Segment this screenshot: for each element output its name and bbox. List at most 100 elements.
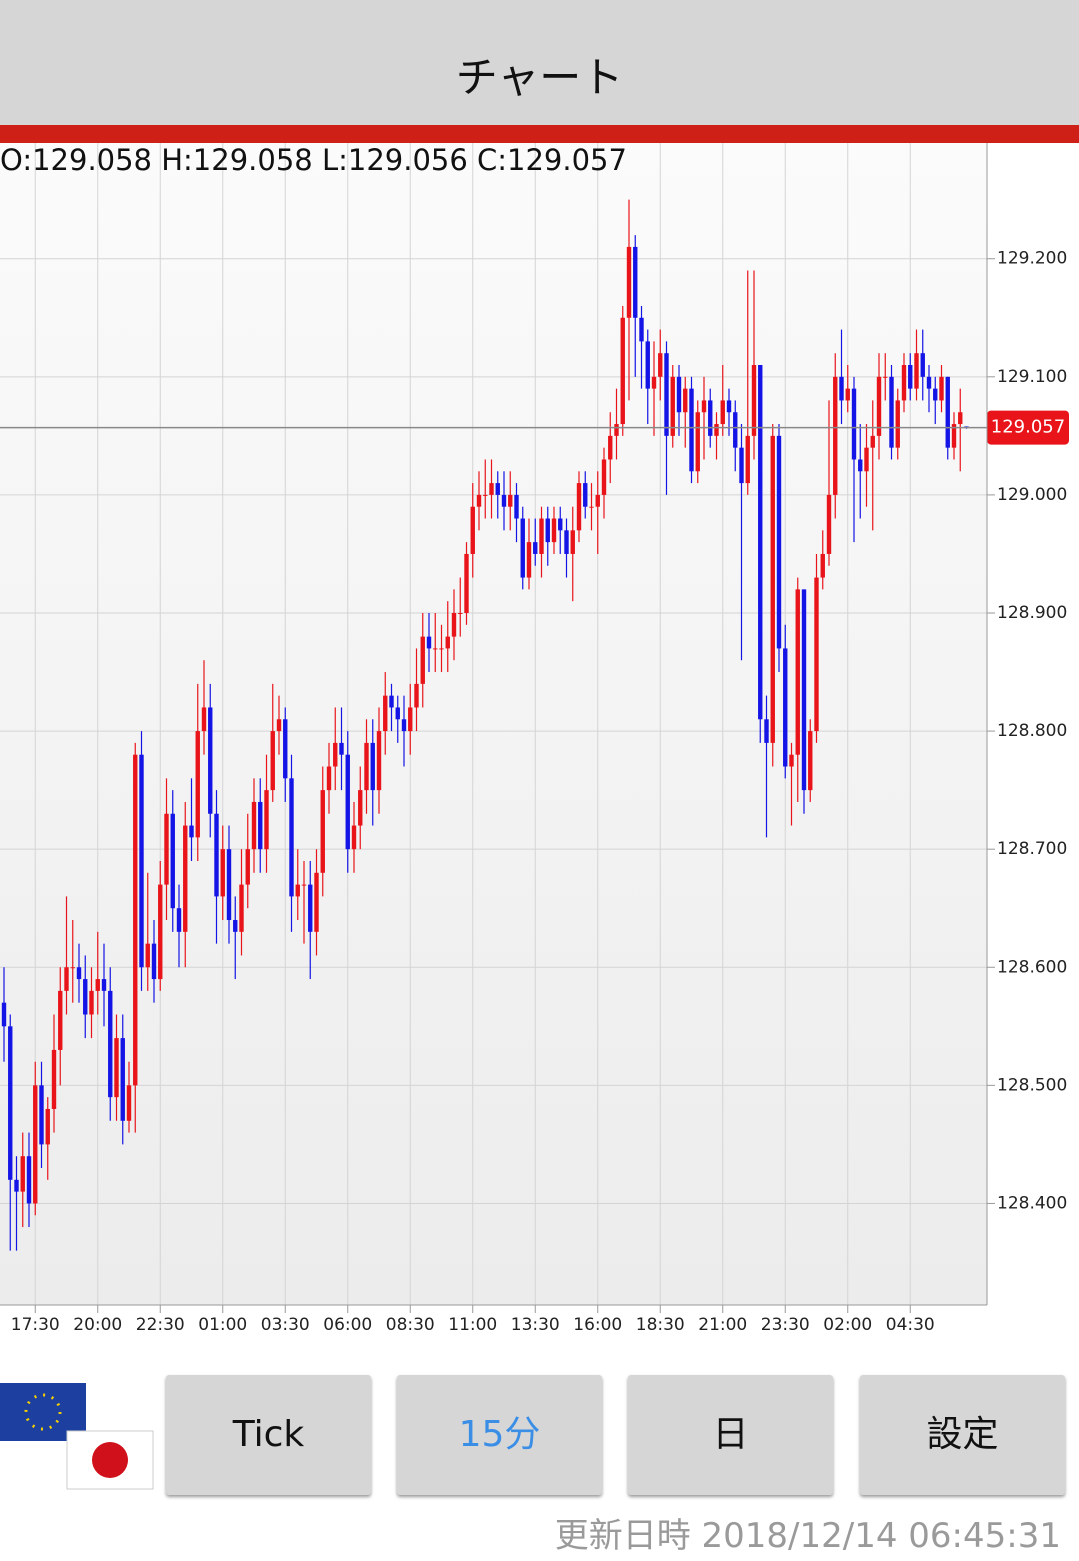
x-tick-label: 21:00 bbox=[698, 1315, 747, 1335]
candle-body bbox=[164, 813, 169, 885]
candle-body bbox=[226, 849, 232, 921]
candle-body bbox=[414, 683, 419, 708]
candle-body bbox=[464, 553, 469, 613]
tab-button[interactable]: 設定 bbox=[860, 1375, 1065, 1495]
candle-body bbox=[289, 778, 294, 897]
tab-button[interactable]: 日 bbox=[628, 1375, 833, 1495]
candle-body bbox=[20, 1156, 25, 1192]
candle-body bbox=[89, 990, 94, 1015]
y-tick-label: 128.900 bbox=[997, 603, 1067, 623]
candle-body bbox=[133, 754, 138, 1086]
last-price-box bbox=[987, 410, 1069, 445]
candle-body bbox=[14, 1179, 19, 1192]
plot-area bbox=[0, 143, 987, 1305]
candle-body bbox=[8, 1026, 13, 1180]
candle-body bbox=[658, 353, 663, 377]
candle-body bbox=[795, 589, 800, 755]
candle-body bbox=[801, 589, 807, 791]
candle-body bbox=[151, 943, 157, 980]
candle-body bbox=[483, 494, 488, 496]
candle-body bbox=[408, 707, 413, 732]
x-tick-label: 11:00 bbox=[448, 1315, 497, 1335]
y-tick-label: 128.400 bbox=[997, 1193, 1067, 1213]
candle-body bbox=[733, 412, 738, 448]
candle-body bbox=[395, 707, 400, 720]
candle-body bbox=[364, 742, 369, 791]
candle-body bbox=[820, 553, 825, 578]
candle-body bbox=[26, 1156, 32, 1204]
ohlc-text: O:129.058 H:129.058 L:129.056 C:129.057 bbox=[0, 143, 627, 177]
candle-body bbox=[520, 518, 525, 578]
candle-body bbox=[958, 412, 963, 425]
x-tick-label: 22:30 bbox=[136, 1315, 185, 1335]
candle-body bbox=[320, 790, 325, 873]
candle-body bbox=[251, 801, 257, 850]
candle-body bbox=[789, 754, 794, 767]
candle-body bbox=[476, 494, 482, 507]
candle-body bbox=[920, 353, 925, 377]
candle-body bbox=[339, 742, 344, 755]
candle-body bbox=[326, 766, 332, 791]
candle-body bbox=[758, 365, 763, 720]
candle-body bbox=[683, 388, 688, 413]
candle-body bbox=[39, 1085, 44, 1145]
tab-button[interactable]: Tick bbox=[166, 1375, 371, 1495]
candle-body bbox=[333, 742, 338, 767]
candle-body bbox=[426, 636, 432, 649]
candle-body bbox=[670, 376, 675, 436]
tab-button[interactable]: 15分 bbox=[397, 1375, 602, 1495]
candle-body bbox=[145, 943, 150, 968]
candle-body bbox=[126, 1085, 132, 1121]
candle-body bbox=[239, 884, 244, 932]
candle-body bbox=[264, 790, 269, 850]
candle-body bbox=[601, 459, 607, 495]
y-tick-label: 128.500 bbox=[997, 1075, 1067, 1095]
candle-body bbox=[58, 990, 63, 1050]
candle-body bbox=[626, 246, 632, 318]
candle-body bbox=[714, 424, 719, 436]
candle-body bbox=[564, 530, 569, 554]
candle-body bbox=[83, 979, 88, 1015]
x-tick-label: 08:30 bbox=[386, 1315, 435, 1335]
candle-body bbox=[945, 376, 950, 448]
candle-body bbox=[445, 636, 450, 649]
candle-body bbox=[420, 636, 425, 684]
candle-body bbox=[301, 884, 307, 886]
candle-body bbox=[451, 612, 457, 637]
x-tick-label: 06:00 bbox=[323, 1315, 372, 1335]
candle-body bbox=[389, 695, 394, 708]
candle-body bbox=[545, 518, 550, 543]
candle-body bbox=[689, 388, 694, 472]
x-tick-label: 02:00 bbox=[823, 1315, 872, 1335]
candle-body bbox=[558, 518, 563, 531]
y-tick-label: 128.700 bbox=[997, 839, 1067, 859]
candle-body bbox=[458, 612, 463, 614]
candle-body bbox=[158, 884, 163, 980]
jp-sun bbox=[92, 1442, 128, 1478]
candle-body bbox=[176, 908, 182, 932]
candle-body bbox=[33, 1085, 38, 1204]
candle-body bbox=[770, 435, 775, 743]
y-tick-label: 128.800 bbox=[997, 721, 1067, 741]
candle-body bbox=[720, 400, 725, 425]
x-tick-label: 20:00 bbox=[73, 1315, 122, 1335]
last-price-label: 129.057 bbox=[991, 417, 1065, 438]
x-tick-label: 03:30 bbox=[261, 1315, 310, 1335]
candle-body bbox=[751, 365, 757, 436]
candle-body bbox=[745, 435, 750, 484]
candle-body bbox=[139, 754, 144, 968]
candle-body bbox=[220, 849, 225, 897]
candle-body bbox=[876, 376, 882, 436]
candle-body bbox=[470, 506, 475, 554]
candle-body bbox=[726, 400, 732, 413]
candle-body bbox=[951, 424, 957, 448]
candle-body bbox=[401, 719, 407, 732]
candle-body bbox=[170, 813, 175, 909]
candle-body bbox=[783, 648, 788, 767]
candle-body bbox=[383, 695, 388, 732]
header-title: チャート bbox=[455, 53, 624, 102]
candle-body bbox=[883, 376, 888, 378]
candle-body bbox=[370, 742, 375, 791]
candle-body bbox=[508, 494, 513, 507]
candle-body bbox=[858, 459, 863, 472]
